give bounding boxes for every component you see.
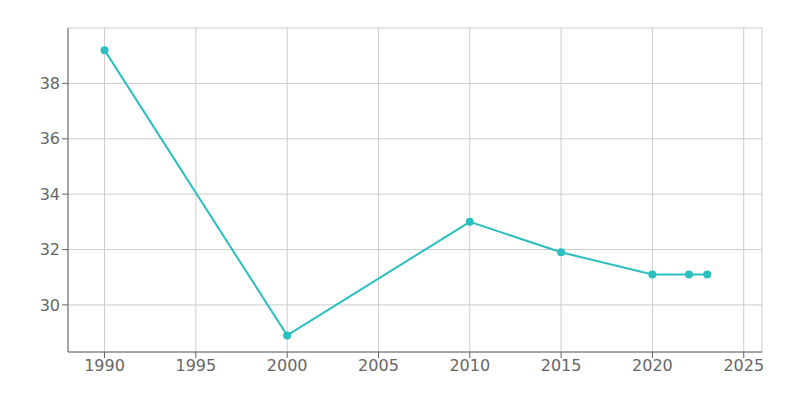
svg-text:1990: 1990 [84,356,125,375]
svg-text:30: 30 [40,296,60,315]
svg-text:36: 36 [40,129,60,148]
svg-text:2025: 2025 [723,356,764,375]
svg-text:32: 32 [40,240,60,259]
svg-text:2000: 2000 [267,356,308,375]
svg-text:38: 38 [40,74,60,93]
svg-text:2015: 2015 [541,356,582,375]
svg-text:34: 34 [40,185,60,204]
svg-text:2020: 2020 [632,356,673,375]
svg-text:2005: 2005 [358,356,399,375]
svg-text:2010: 2010 [449,356,490,375]
svg-text:1995: 1995 [175,356,216,375]
